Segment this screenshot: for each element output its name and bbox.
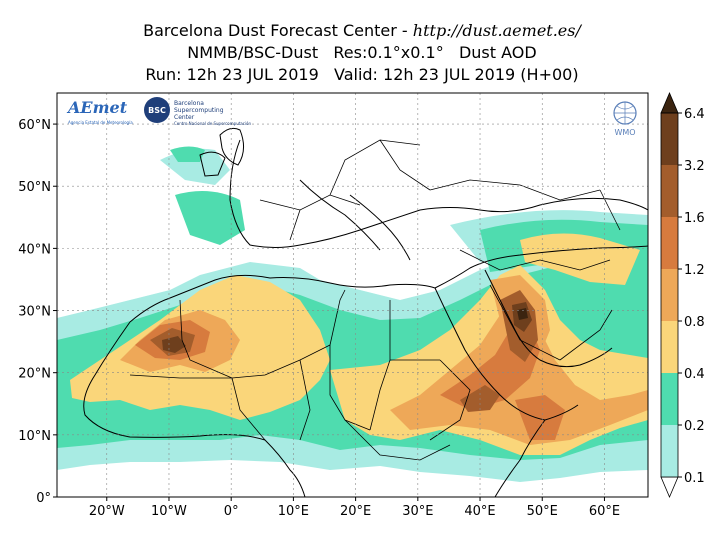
coastlines [83, 127, 648, 497]
lon-tick-label: 10°W [151, 504, 187, 519]
bsc-logo: BSC Barcelona Supercomputing Center Cent… [144, 97, 252, 126]
colorbar-segment [661, 165, 678, 217]
colorbar-extend-low [660, 476, 679, 499]
bsc-logo-line-3: Center [174, 114, 195, 121]
wmo-logo-text: WMO [614, 128, 635, 137]
title-line-3: Run: 12h 23 JUL 2019 Valid: 12h 23 JUL 2… [145, 65, 579, 84]
aemet-logo-subtitle: Agencia Estatal de Meteorología [68, 120, 133, 125]
colorbar-label: 1.6 [684, 211, 705, 226]
colorbar-label: 3.2 [684, 159, 705, 174]
lat-tick-label: 50°N [18, 180, 51, 195]
title-url[interactable]: http://dust.aemet.es/ [412, 21, 581, 40]
wmo-logo: WMO [613, 101, 637, 137]
map-area [57, 93, 648, 497]
lat-tick-label: 60°N [18, 118, 51, 133]
lon-tick-label: 60°E [589, 504, 620, 519]
aemet-logo: AEmet Agencia Estatal de Meteorología [66, 98, 133, 125]
colorbar-extend-high [660, 91, 679, 114]
colorbar-label: 0.1 [684, 471, 705, 486]
colorbar-segment [661, 373, 678, 425]
lon-tick-label: 20°E [340, 504, 371, 519]
colorbar-label: 6.4 [684, 107, 705, 122]
latitude-axis: 0° 10°N 20°N 30°N 40°N 50°N 60°N [18, 118, 57, 506]
lon-tick-label: 20°W [89, 504, 125, 519]
title-line-2: NMMB/BSC-Dust Res:0.1°x0.1° Dust AOD [187, 43, 537, 62]
bsc-logo-subtitle: Centro Nacional de Supercomputación [174, 121, 252, 126]
title-line-1: Barcelona Dust Forecast Center - http://… [0, 20, 724, 42]
lat-tick-label: 30°N [18, 305, 51, 320]
title-center-name: Barcelona Dust Forecast Center - [143, 21, 413, 40]
lat-tick-label: 0° [36, 491, 51, 506]
lat-tick-label: 40°N [18, 242, 51, 257]
colorbar: 0.1 0.2 0.4 0.8 1.2 1.6 3.2 6.4 [660, 91, 705, 499]
colorbar-label: 0.2 [684, 419, 705, 434]
colorbar-label: 0.4 [684, 367, 705, 382]
aod-band-6.4 [517, 308, 528, 320]
lon-tick-label: 10°E [278, 504, 309, 519]
lat-tick-label: 20°N [18, 367, 51, 382]
colorbar-outline [660, 112, 679, 478]
lon-tick-label: 40°E [464, 504, 495, 519]
colorbar-segment [661, 269, 678, 321]
longitude-axis: 20°W 10°W 0° 10°E 20°E 30°E 40°E 50°E 60°E [89, 497, 620, 519]
lon-tick-label: 0° [224, 504, 239, 519]
bsc-logo-badge: BSC [148, 106, 166, 115]
colorbar-segment [661, 321, 678, 373]
colorbar-segment [661, 217, 678, 269]
lat-tick-label: 10°N [18, 429, 51, 444]
colorbar-label: 1.2 [684, 263, 705, 278]
bsc-logo-line-1: Barcelona [174, 100, 204, 107]
map-frame [56, 92, 649, 498]
bsc-logo-mark [144, 97, 170, 123]
bsc-logo-line-2: Supercomputing [174, 107, 224, 114]
country-borders [129, 139, 621, 461]
wmo-globe-lines-icon [614, 102, 636, 124]
aemet-logo-text: AEmet [66, 98, 128, 117]
colorbar-segment [661, 113, 678, 165]
graticule [57, 93, 648, 497]
colorbar-segment [661, 425, 678, 477]
chart-title: Barcelona Dust Forecast Center - http://… [0, 20, 724, 86]
lon-tick-label: 30°E [402, 504, 433, 519]
lon-tick-label: 50°E [527, 504, 558, 519]
colorbar-label: 0.8 [684, 315, 705, 330]
